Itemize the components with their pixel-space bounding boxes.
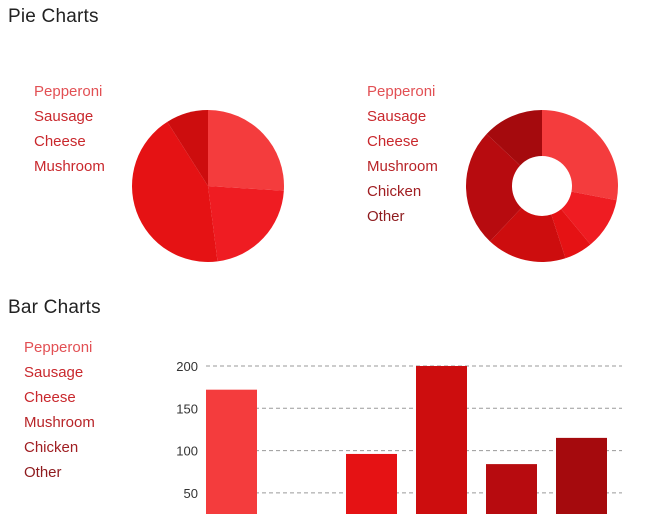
pie-chart-1 xyxy=(132,110,284,262)
donut-chart-legend-item-mushroom: Mushroom xyxy=(367,158,438,175)
bar-chart-legend-item-cheese: Cheese xyxy=(24,389,76,406)
donut-chart-legend-item-chicken: Chicken xyxy=(367,183,422,200)
donut-chart-slice-pepperoni xyxy=(542,110,618,201)
y-tick-label-50: 50 xyxy=(184,486,198,501)
y-tick-label-200: 200 xyxy=(176,359,198,374)
pie-section-title: Pie Charts xyxy=(8,6,99,27)
y-tick-label-100: 100 xyxy=(176,444,198,459)
y-tick-label-150: 150 xyxy=(176,401,198,416)
donut-chart-slice-sausage xyxy=(561,191,617,245)
pie-chart-1-legend-item-mushroom: Mushroom xyxy=(34,158,105,175)
bar-chicken xyxy=(486,464,537,514)
pie-chart-1-legend: Pepperoni Sausage Cheese Mushroom xyxy=(34,83,105,183)
donut-chart-legend-item-sausage: Sausage xyxy=(367,108,427,125)
pie-chart-1-slice-pepperoni xyxy=(208,110,284,191)
bar-chart-legend-item-mushroom: Mushroom xyxy=(24,414,95,431)
bar-pepperoni xyxy=(206,389,257,514)
bar-chart-legend-item-sausage: Sausage xyxy=(24,364,84,381)
pie-chart-1-legend-item-cheese: Cheese xyxy=(34,133,86,150)
donut-chart-slice-cheese xyxy=(551,209,591,259)
bar-chart-legend-item-pepperoni: Pepperoni xyxy=(24,339,93,356)
pie-chart-1-slice-mushroom xyxy=(167,110,208,186)
bar-chart-legend-item-other: Other xyxy=(24,464,62,481)
pie-chart-1-slice-sausage xyxy=(208,186,284,262)
pie-chart-1-slice-cheese xyxy=(132,121,218,262)
donut-chart-legend-item-other: Other xyxy=(367,208,405,225)
pie-chart-2-legend: Pepperoni Sausage Cheese Mushroom Chicken Oth… xyxy=(367,83,438,233)
donut-chart xyxy=(466,110,618,262)
donut-chart-legend-item-pepperoni: Pepperoni xyxy=(367,83,436,100)
donut-chart-slice-mushroom xyxy=(489,207,566,262)
bar-chart-legend: Pepperoni Sausage Cheese Mushroom Chicken Oth… xyxy=(24,339,95,489)
pie-chart-1-legend-item-sausage: Sausage xyxy=(34,108,94,125)
bar-other xyxy=(556,437,607,514)
bar-chart-legend-item-chicken: Chicken xyxy=(24,439,79,456)
donut-chart-slice-other xyxy=(486,110,542,166)
bar-mushroom xyxy=(416,366,467,514)
pie-chart-1-legend-item-pepperoni: Pepperoni xyxy=(34,83,103,100)
bar-cheese xyxy=(346,453,397,514)
donut-chart-slice-chicken xyxy=(466,133,522,242)
bar-section-title: Bar Charts xyxy=(8,297,101,318)
donut-chart-legend-item-cheese: Cheese xyxy=(367,133,419,150)
